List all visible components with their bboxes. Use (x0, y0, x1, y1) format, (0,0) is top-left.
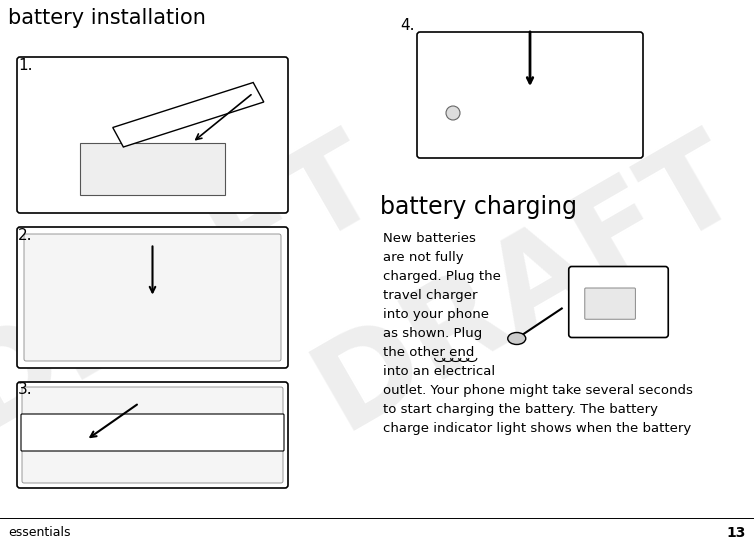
Text: charged. Plug the: charged. Plug the (383, 270, 501, 283)
Text: to start charging the battery. The battery: to start charging the battery. The batte… (383, 403, 658, 416)
Text: 13: 13 (727, 526, 746, 540)
Text: into your phone: into your phone (383, 308, 489, 321)
FancyBboxPatch shape (22, 387, 283, 483)
Text: charge indicator light shows when the battery: charge indicator light shows when the ba… (383, 422, 691, 435)
Ellipse shape (507, 333, 526, 345)
Text: travel charger: travel charger (383, 289, 477, 302)
Text: 1.: 1. (18, 58, 32, 73)
Text: the other end: the other end (383, 346, 474, 359)
Text: as shown. Plug: as shown. Plug (383, 327, 483, 340)
FancyBboxPatch shape (17, 382, 288, 488)
Text: are not fully: are not fully (383, 251, 464, 264)
Text: 4.: 4. (400, 18, 415, 33)
Text: DRAFT: DRAFT (0, 115, 399, 453)
Polygon shape (113, 82, 264, 147)
FancyBboxPatch shape (24, 234, 281, 361)
Text: battery installation: battery installation (8, 8, 206, 28)
Text: battery charging: battery charging (380, 195, 577, 219)
Text: DRAFT: DRAFT (295, 115, 754, 453)
Circle shape (446, 106, 460, 120)
Text: into an electrical: into an electrical (383, 365, 495, 378)
Text: outlet. Your phone might take several seconds: outlet. Your phone might take several se… (383, 384, 693, 397)
FancyBboxPatch shape (17, 57, 288, 213)
FancyBboxPatch shape (585, 288, 636, 319)
FancyBboxPatch shape (417, 32, 643, 158)
Text: 3.: 3. (18, 382, 32, 397)
Text: 2.: 2. (18, 228, 32, 243)
Text: essentials: essentials (8, 526, 71, 539)
FancyBboxPatch shape (17, 227, 288, 368)
Text: New batteries: New batteries (383, 232, 476, 245)
Bar (80, 143, 225, 195)
FancyBboxPatch shape (21, 414, 284, 451)
FancyBboxPatch shape (569, 266, 668, 337)
